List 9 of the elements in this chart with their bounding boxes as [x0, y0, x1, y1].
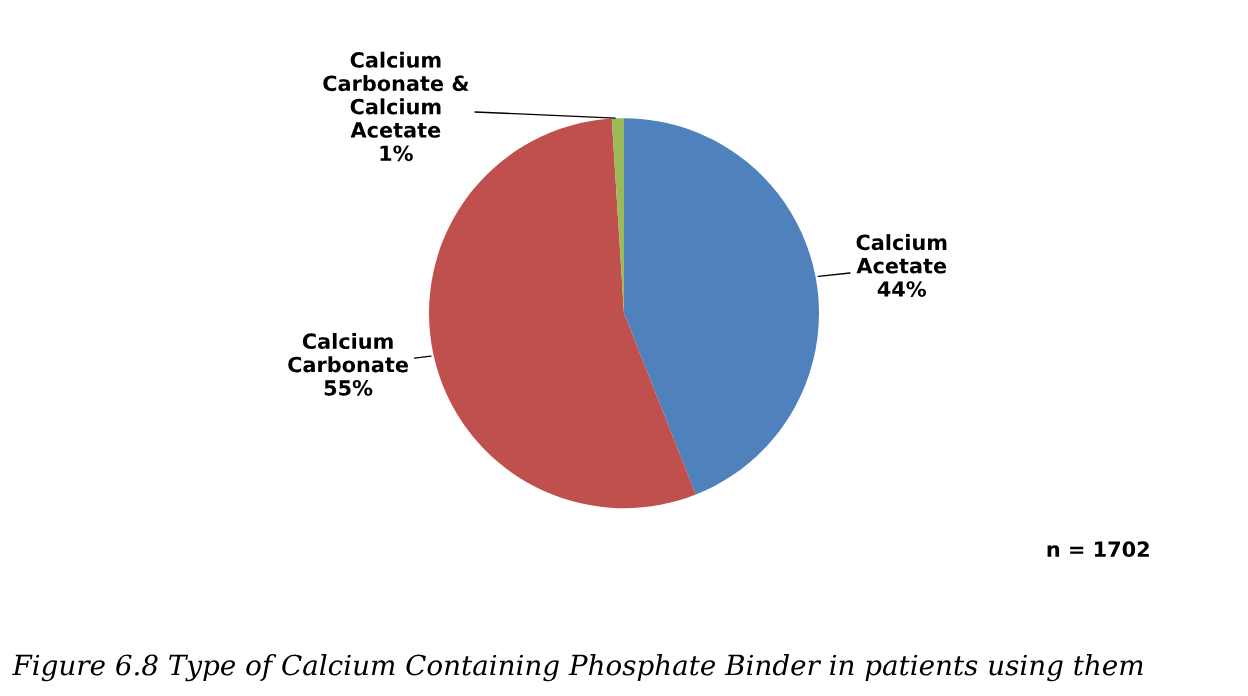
data-label: 1%: [380, 145, 413, 162]
text: n = 1702: [1047, 541, 1149, 558]
data-label: 44%: [877, 281, 927, 297]
slice-label: Calcium Carbonate & Calcium Acetate: [323, 51, 469, 138]
slice-label: Calcium Acetate: [856, 234, 947, 274]
data-label: 55%: [324, 379, 373, 396]
caption: Figure 6.8 Type of Calcium Containing Phosphate Binder in patients using them: [12, 654, 1143, 682]
pie-slice: [624, 118, 819, 495]
slice-label: Calcium Carbonate: [288, 332, 408, 373]
